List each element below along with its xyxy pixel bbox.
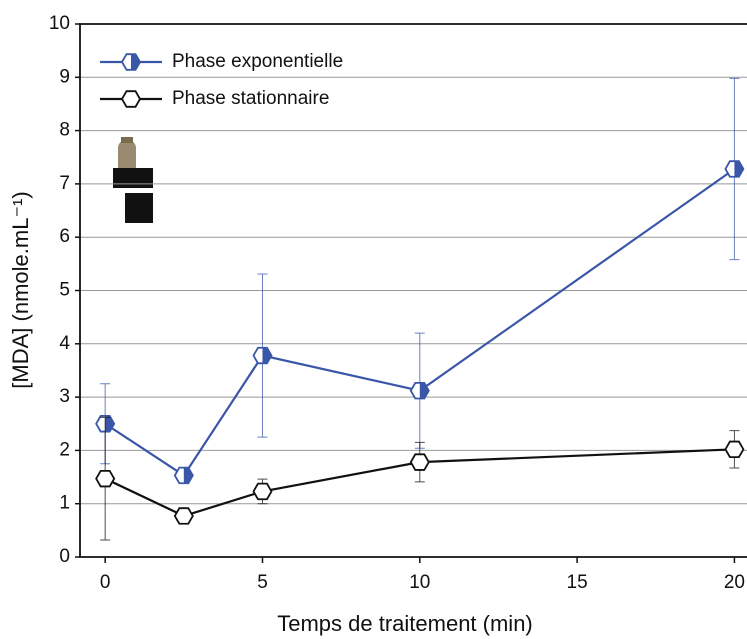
series (95, 416, 745, 541)
x-axis-title: Temps de traitement (min) (277, 611, 533, 636)
y-axis-title: [MDA] (nmole.mL⁻¹) (8, 191, 33, 388)
y-tick-label: 2 (59, 439, 70, 460)
vial-icon (113, 137, 153, 223)
marker-half (262, 347, 272, 364)
marker-half (105, 415, 115, 432)
y-tick-label: 6 (59, 226, 70, 247)
x-tick-label: 0 (100, 572, 111, 593)
y-tick-label: 0 (59, 546, 70, 567)
legend-label: Phase stationnaire (172, 88, 329, 109)
y-tick-label: 8 (59, 120, 70, 141)
marker-half (419, 382, 429, 399)
marker (120, 90, 142, 108)
x-tick-label: 15 (567, 572, 588, 593)
marker (252, 482, 273, 501)
marker-half (734, 161, 744, 177)
y-tick-label: 9 (59, 66, 70, 87)
y-tick-label: 10 (49, 13, 70, 34)
marker-half (131, 54, 140, 70)
y-tick-label: 3 (59, 386, 70, 407)
marker (95, 469, 116, 488)
series (95, 77, 745, 485)
marker (173, 507, 194, 525)
marker-half (183, 467, 193, 484)
y-tick-label: 7 (59, 173, 70, 194)
axis-frame (79, 23, 747, 558)
x-tick-label: 10 (409, 572, 430, 593)
marker (409, 453, 430, 471)
y-tick-label: 1 (59, 493, 70, 514)
y-tick-label: 5 (59, 280, 70, 301)
marker (724, 440, 745, 459)
x-tick-label: 20 (724, 572, 745, 593)
legend-label: Phase exponentielle (172, 51, 343, 72)
x-tick-label: 5 (257, 572, 268, 593)
y-tick-label: 4 (59, 333, 70, 354)
